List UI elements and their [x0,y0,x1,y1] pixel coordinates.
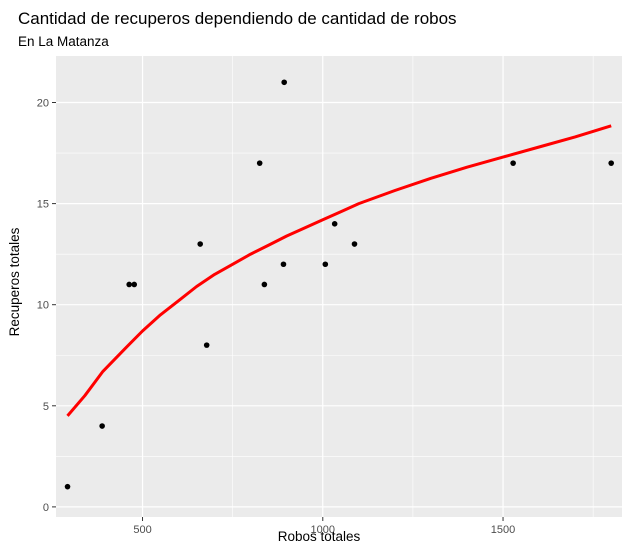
y-tick-label: 20 [37,98,49,110]
x-tick-label: 500 [133,524,151,536]
data-point [99,423,105,429]
data-point [322,261,329,268]
y-tick-label: 15 [37,199,49,211]
x-axis-title: Robos totales [278,529,361,544]
fit-line [66,124,612,417]
data-point [64,483,71,490]
data-points [64,79,614,490]
data-point [203,342,210,348]
data-point [510,160,516,166]
data-point [261,281,268,288]
y-tick-label: 0 [43,502,49,514]
data-point [256,160,263,166]
y-tick-label: 5 [43,401,49,413]
data-point [131,281,138,288]
x-tick-label: 1500 [491,524,515,536]
chart-subtitle: En La Matanza [18,34,109,49]
x-axis-ticks: 500 1000 1500 [133,517,515,536]
data-point [331,221,338,227]
y-tick-label: 10 [37,300,49,312]
data-point [281,79,288,86]
data-point [280,261,287,268]
x-tick-label: 1000 [311,524,335,536]
chart-title: Cantidad de recuperos dependiendo de can… [18,9,457,28]
data-point [351,241,358,247]
data-point [608,160,614,166]
plot-panel [56,56,622,517]
grid-major [56,56,622,517]
data-point [197,241,204,247]
y-axis-title: Recuperos totales [7,227,22,336]
data-point [126,281,132,288]
fit-line-group [66,124,612,417]
y-axis-ticks: 0 5 10 15 20 [37,98,56,514]
